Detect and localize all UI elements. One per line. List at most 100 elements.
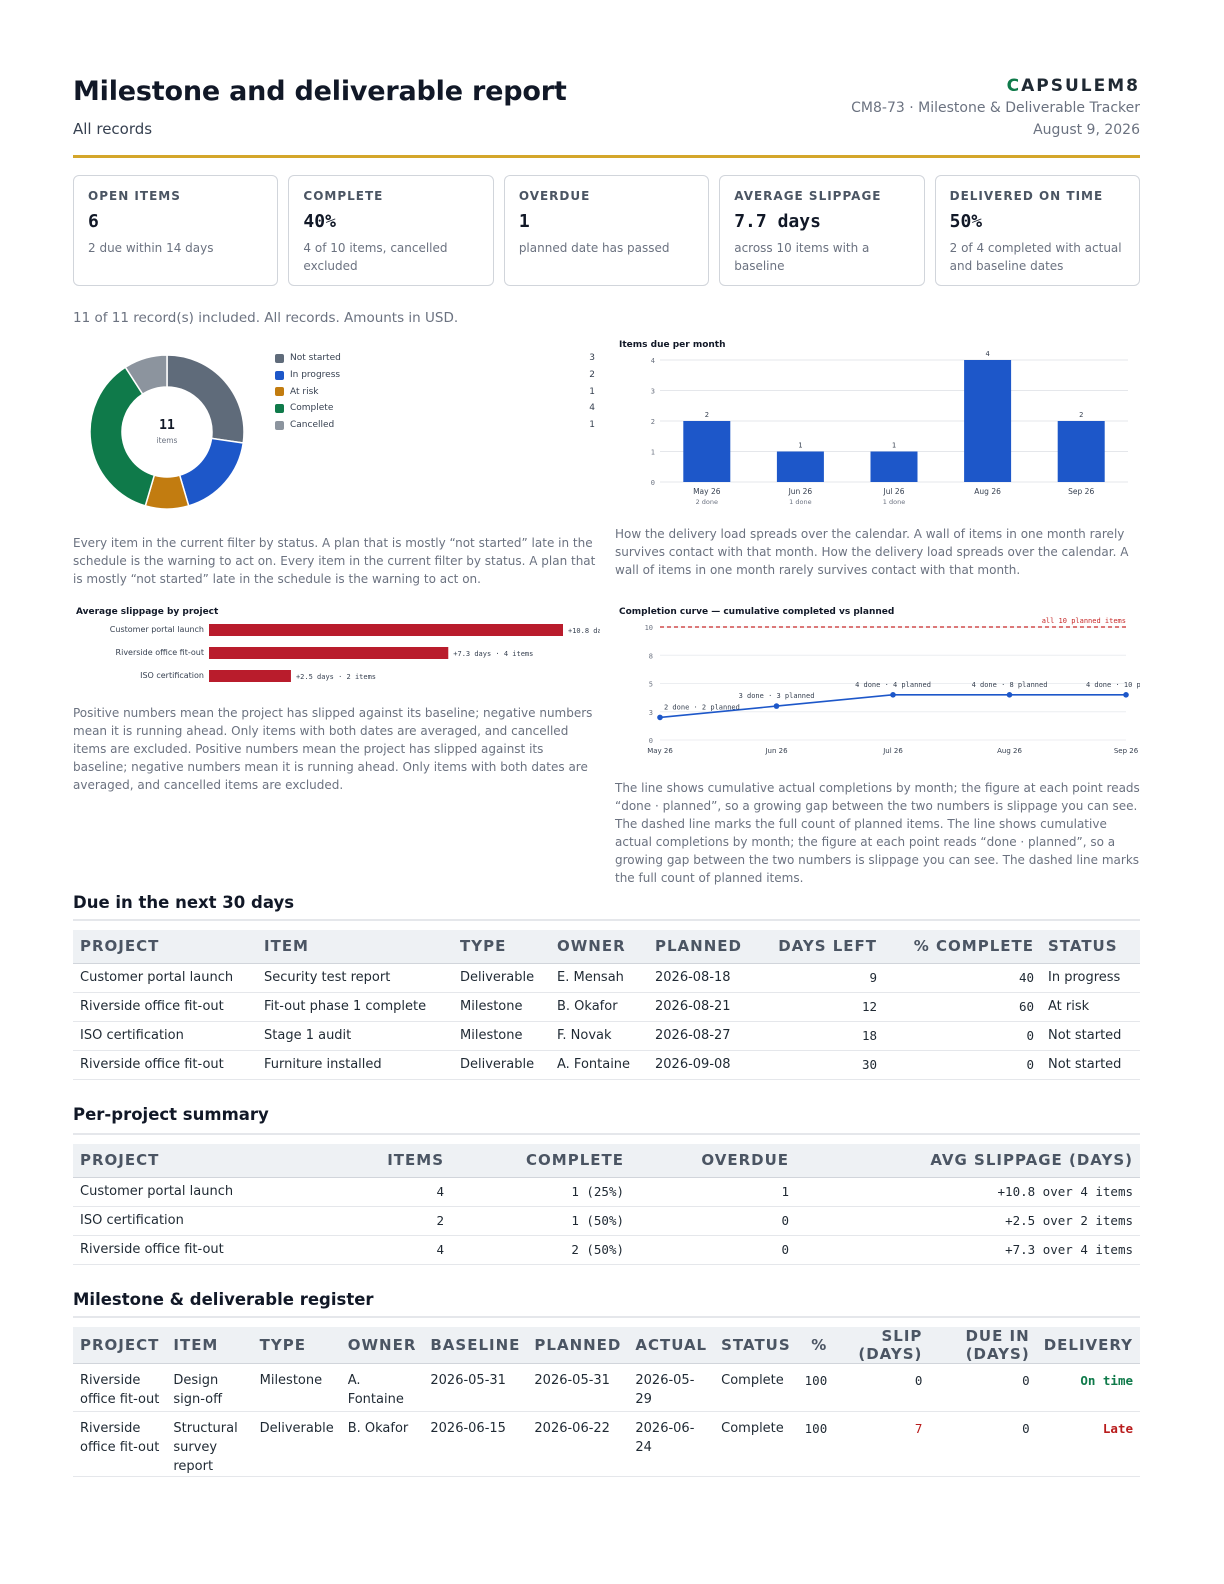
x-tick-label: Aug 26 — [997, 747, 1022, 755]
cell-percent-complete: 0 — [884, 1050, 1041, 1080]
cell-items: 2 — [313, 1206, 451, 1236]
cell-planned: 2026-05-31 — [527, 1363, 629, 1412]
cell-slip-days: 0 — [834, 1363, 930, 1412]
legend-item: At risk 1 — [275, 383, 595, 400]
bar-value-label: 4 — [985, 350, 989, 358]
y-tick-label: 4 — [651, 357, 655, 365]
column-header: PLANNED — [527, 1327, 629, 1364]
document-id: CM8-73 · Milestone & Deliverable Tracker — [851, 100, 1140, 116]
cell-delivery: On time — [1036, 1363, 1140, 1412]
x-tick-sublabel: 2 done — [696, 498, 718, 506]
point-label: 4 done · 10 planned — [1086, 681, 1140, 689]
cell-percent-complete: 60 — [884, 992, 1041, 1022]
cell-project: ISO certification — [73, 1021, 257, 1051]
column-header: SLIP (DAYS) — [834, 1327, 930, 1364]
point-label: 4 done · 4 planned — [855, 681, 931, 689]
cell-status: In progress — [1041, 963, 1140, 993]
cell-type: Deliverable — [453, 1050, 550, 1080]
cell-type: Milestone — [453, 1021, 550, 1051]
cell-project: Riverside office fit-out — [73, 1235, 313, 1265]
y-category-label: ISO certification — [140, 671, 204, 680]
column-header: PROJECT — [73, 1327, 167, 1364]
donut-center-label: items — [157, 436, 178, 445]
x-tick-label: Jul 26 — [883, 487, 905, 496]
cell-item: Design sign-off — [166, 1363, 253, 1412]
cell-project: Riverside office fit-out — [73, 1050, 257, 1080]
column-header: DUE IN (DAYS) — [929, 1327, 1037, 1364]
donut-slices — [89, 354, 245, 510]
column-header: OWNER — [550, 930, 648, 964]
bar-value-label: +2.5 days · 2 items — [296, 673, 376, 681]
status-chart-caption: Every item in the current filter by stat… — [73, 536, 596, 586]
cell-project: Riverside office fit-out — [73, 1363, 167, 1412]
y-tick-label: 0 — [651, 479, 655, 487]
cell-item: Structural survey report — [166, 1411, 253, 1477]
kpi-detail: across 10 items with a baseline — [734, 241, 870, 273]
cell-overdue: 0 — [631, 1235, 796, 1265]
items-due-per-month-chart: Items due per month 0 1 2 3 4 2 May 26 2 done 1 J… — [619, 340, 1128, 506]
cell-owner: F. Novak — [550, 1021, 648, 1051]
cell-owner: A. Fontaine — [550, 1050, 648, 1080]
column-header: OVERDUE — [631, 1144, 796, 1178]
legend-count: 2 — [589, 370, 595, 381]
legend-swatch — [275, 387, 284, 397]
point-label: 2 done · 2 planned — [664, 703, 740, 711]
table-row: Customer portal launch Security test rep… — [73, 963, 1140, 993]
bar-value-label: +7.3 days · 4 items — [453, 650, 533, 658]
legend-item: Complete 4 — [275, 400, 595, 417]
bar — [1057, 421, 1105, 482]
bar — [870, 451, 918, 482]
cell-days-left: 12 — [758, 992, 884, 1022]
cell-slip-days: 7 — [834, 1411, 930, 1477]
y-tick-label: 8 — [649, 652, 653, 660]
cell-overdue: 0 — [631, 1206, 796, 1236]
cell-complete: 2 (50%) — [451, 1235, 631, 1265]
kpi-detail: 2 due within 14 days — [88, 241, 214, 255]
kpi-value: 1 — [518, 211, 530, 232]
bar — [683, 421, 731, 482]
report-header: Milestone and deliverable report All rec… — [73, 72, 1140, 158]
cell-percent: 100 — [797, 1363, 835, 1412]
cell-owner: E. Mensah — [550, 963, 648, 993]
slippage-chart-caption: Positive numbers mean the project has sl… — [73, 706, 593, 792]
cell-status: Complete — [714, 1411, 798, 1477]
legend-swatch — [275, 420, 284, 430]
brand-logo: CAPSULEM8 — [1007, 76, 1140, 96]
table-row: ISO certification 2 1 (50%) 0 +2.5 over … — [73, 1206, 1140, 1236]
cell-actual: 2026-06-24 — [628, 1411, 715, 1477]
kpi-value: 6 — [88, 211, 99, 232]
cell-percent: 100 — [797, 1411, 835, 1477]
cell-status: At risk — [1041, 992, 1140, 1022]
cell-planned: 2026-06-22 — [527, 1411, 629, 1477]
column-header: DAYS LEFT — [758, 930, 884, 964]
cell-planned: 2026-08-27 — [648, 1021, 758, 1051]
legend-label: Not started — [290, 353, 341, 364]
y-tick-label: 10 — [645, 624, 653, 632]
cell-complete: 1 (25%) — [451, 1177, 631, 1207]
column-header: TYPE — [252, 1327, 341, 1364]
cell-due-in-days: 0 — [929, 1363, 1037, 1412]
column-header: ITEM — [257, 930, 453, 964]
register-title: Milestone & deliverable register — [73, 1290, 374, 1309]
x-tick-label: May 26 — [647, 747, 673, 755]
section-divider — [73, 1316, 1140, 1318]
table-row: Riverside office fit-out Fit-out phase 1… — [73, 992, 1140, 1022]
kpi-label: COMPLETE — [303, 189, 384, 203]
table-row: Riverside office fit-out Design sign-off… — [73, 1363, 1140, 1412]
kpi-detail: 4 of 10 items, cancelled excluded — [303, 241, 448, 273]
data-point — [773, 703, 780, 709]
section-divider — [73, 1133, 1140, 1135]
donut-slice-in-progress — [178, 437, 245, 507]
x-tick-label: Jul 26 — [882, 747, 903, 755]
legend-label: Complete — [290, 403, 334, 414]
section-divider — [73, 919, 1140, 921]
slippage-by-project-chart: Average slippage by project Customer por… — [76, 607, 600, 682]
kpi-cards: OPEN ITEMS 6 2 due within 14 days COMPLE… — [73, 175, 1141, 286]
cell-owner: A. Fontaine — [340, 1363, 424, 1412]
x-tick-label: May 26 — [693, 487, 721, 496]
table-row: Riverside office fit-out Furniture insta… — [73, 1050, 1140, 1080]
column-header: STATUS — [1041, 930, 1140, 964]
column-header: STATUS — [714, 1327, 798, 1364]
x-tick-label: Sep 26 — [1114, 747, 1139, 755]
y-tick-label: 0 — [649, 737, 653, 745]
